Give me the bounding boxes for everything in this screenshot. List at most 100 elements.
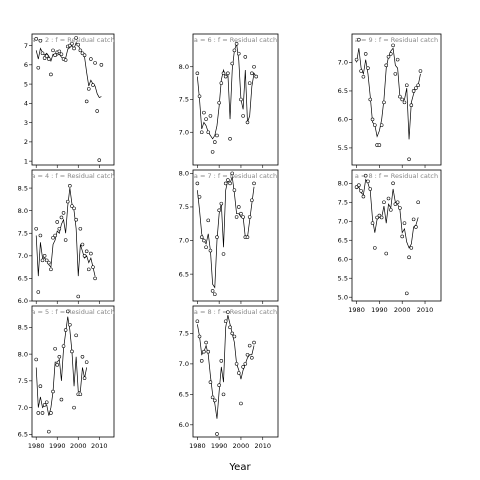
observed-point — [245, 235, 250, 239]
panel-title: a = 7 : f = Residual catch — [194, 172, 277, 180]
observed-point — [379, 215, 384, 220]
observed-point — [55, 220, 60, 224]
observed-point — [404, 291, 409, 296]
y-tick-label: 7.0 — [338, 217, 348, 225]
observed-point — [354, 185, 359, 189]
observed-point — [210, 289, 215, 293]
observed-point — [391, 43, 395, 48]
observed-point — [366, 179, 370, 184]
observed-point — [34, 357, 38, 362]
x-tick-label: 2000 — [233, 442, 250, 450]
observed-point — [250, 198, 254, 203]
observed-point — [377, 143, 382, 147]
y-tick-label: 6 — [24, 61, 28, 69]
observed-point — [42, 254, 47, 258]
observed-point — [228, 325, 232, 330]
observed-point — [199, 359, 204, 363]
observed-point — [247, 215, 252, 219]
observed-point — [382, 100, 386, 105]
observed-point — [223, 181, 228, 186]
y-tick-label: 7.0 — [338, 59, 348, 67]
observed-point — [217, 383, 221, 387]
observed-point — [70, 204, 74, 208]
observed-point — [72, 206, 76, 211]
observed-point — [234, 42, 239, 46]
y-tick-label: 7.5 — [18, 229, 28, 237]
observed-point — [250, 356, 254, 360]
panel-2: a = 6 : f = Residual catch 7.0 7.5 8.0 — [179, 33, 279, 168]
observed-point — [51, 389, 55, 394]
x-tick-label: 1980 — [348, 306, 365, 314]
observed-point — [359, 69, 363, 73]
panel-8: a = 8 : f = Residual catch 6.0 6.5 7.0 7.5 19… — [179, 305, 279, 450]
y-tick-label: 8.0 — [338, 179, 348, 187]
observed-point — [40, 258, 45, 263]
observed-point — [36, 65, 41, 70]
observed-point — [245, 352, 250, 357]
observed-point — [409, 246, 414, 250]
observed-point — [78, 226, 83, 231]
observed-point — [398, 206, 402, 210]
observed-point — [373, 123, 377, 127]
observed-point — [395, 200, 400, 205]
observed-point — [382, 200, 386, 205]
panel-3: a = 9 : f = Residual catch 5.5 6.0 6.5 7.0 — [338, 33, 442, 168]
observed-point — [86, 267, 91, 272]
observed-point — [418, 69, 423, 73]
observed-point — [70, 349, 74, 354]
observed-point — [221, 71, 226, 76]
observed-point — [391, 181, 395, 186]
observed-point — [38, 384, 43, 388]
observed-point — [239, 211, 243, 216]
observed-point — [411, 217, 416, 222]
observed-point — [208, 380, 213, 384]
panel-frame — [31, 33, 115, 166]
observed-point — [228, 137, 232, 141]
panel-title: a = 4 : f = Residual catch — [31, 172, 114, 180]
observed-point — [359, 189, 363, 193]
observed-point — [219, 359, 224, 363]
observed-point — [93, 276, 97, 281]
observed-point — [199, 130, 204, 135]
x-tick-label: 1990 — [371, 306, 388, 314]
observed-point — [99, 63, 104, 67]
observed-point — [239, 97, 243, 102]
y-tick-label: 7.5 — [179, 96, 189, 104]
observed-point — [199, 235, 204, 239]
observed-point — [63, 58, 68, 62]
y-tick-label: 7.5 — [18, 377, 28, 385]
y-tick-label: 7.0 — [179, 237, 189, 245]
observed-point — [221, 252, 226, 256]
observed-point — [400, 97, 404, 102]
y-tick-label: 7 — [24, 42, 28, 50]
y-tick-label: 8.0 — [18, 207, 28, 215]
observed-point — [97, 158, 102, 162]
panel-frame — [192, 33, 279, 166]
observed-point — [202, 238, 206, 243]
observed-point — [230, 331, 235, 336]
observed-point — [80, 242, 85, 247]
panel-title: a = 6 : f = Residual catch — [194, 36, 277, 44]
observed-point — [53, 233, 57, 238]
observed-point — [40, 411, 45, 415]
observed-point — [232, 334, 237, 339]
observed-point — [236, 205, 241, 209]
observed-point — [91, 83, 95, 87]
observed-point — [76, 42, 81, 47]
observed-point — [407, 157, 411, 162]
observed-point — [206, 130, 211, 135]
observed-point — [34, 226, 38, 231]
observed-point — [61, 211, 66, 215]
fitted-line — [197, 315, 255, 419]
observed-point — [252, 64, 256, 69]
panel-4: a = 4 : f = Residual catch 6.0 6.5 7.0 7.5 8.… — [18, 169, 115, 305]
observed-point — [377, 213, 382, 218]
observed-point — [250, 71, 254, 76]
y-tick-label: 6.0 — [179, 421, 189, 429]
observed-point — [416, 83, 420, 88]
observed-point — [219, 81, 224, 85]
x-tick-label: 2010 — [91, 442, 108, 450]
y-tick-label: 7.0 — [179, 128, 189, 136]
observed-point — [78, 48, 83, 53]
